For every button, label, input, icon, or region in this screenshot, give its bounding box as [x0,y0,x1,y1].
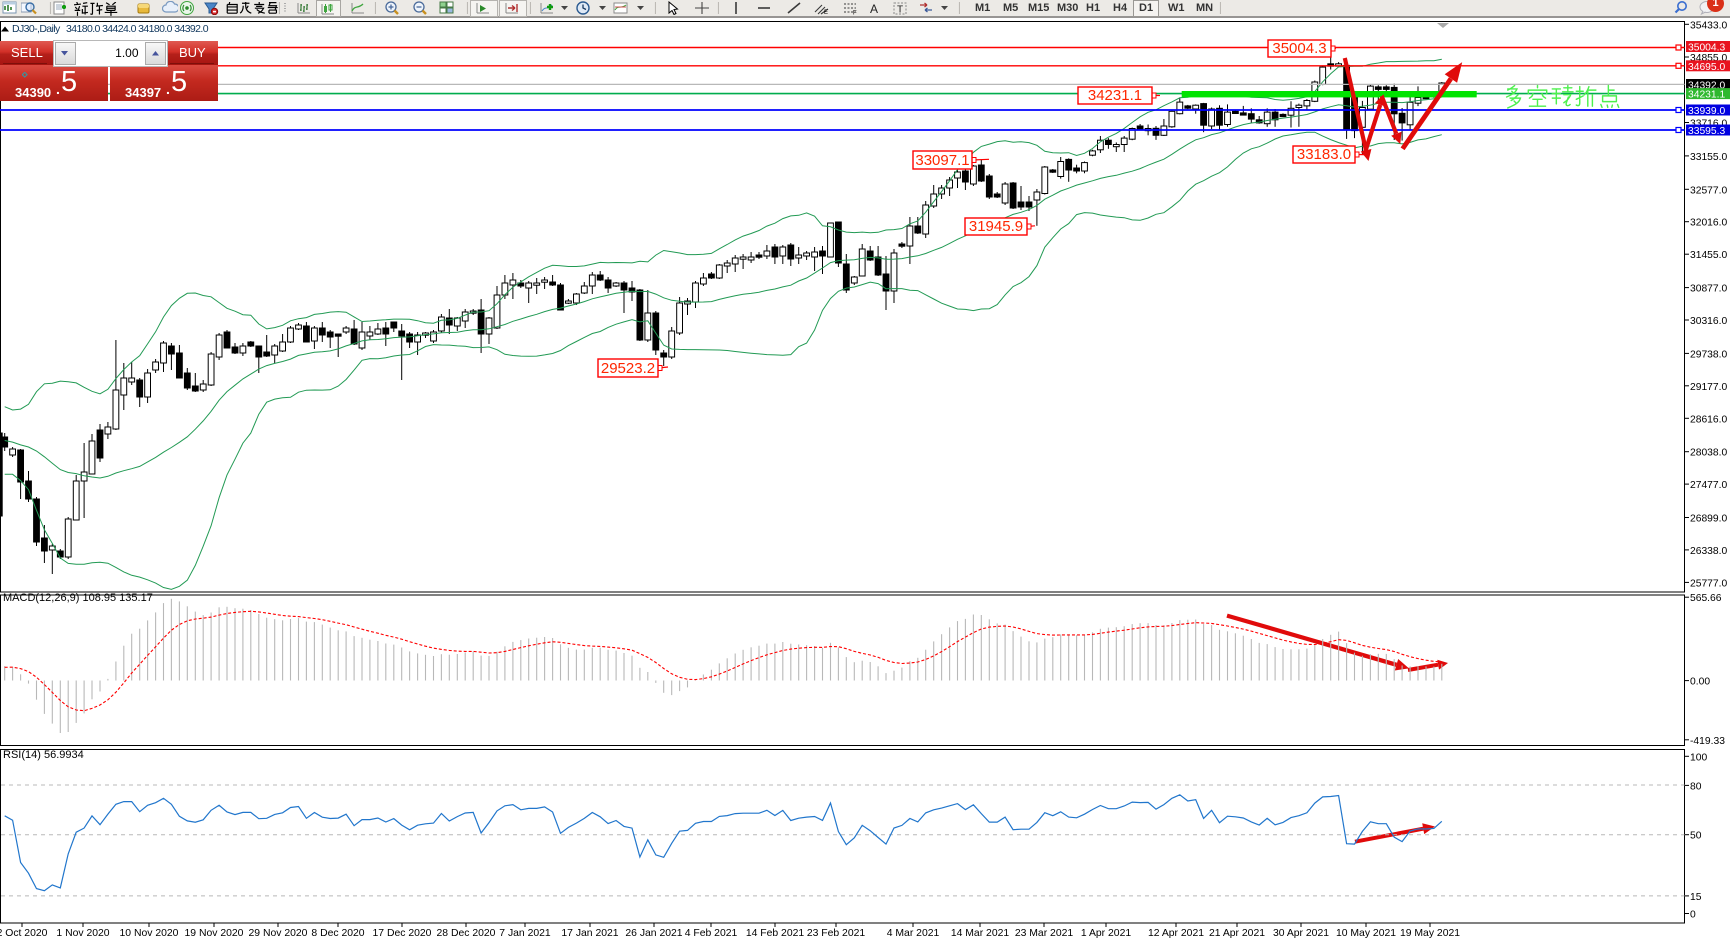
svg-text:31455.0: 31455.0 [1690,250,1727,261]
svg-text:29738.0: 29738.0 [1690,349,1727,360]
svg-text:28616.0: 28616.0 [1690,414,1727,425]
svg-text:30 Apr 2021: 30 Apr 2021 [1273,928,1329,939]
svg-text:28038.0: 28038.0 [1690,448,1727,459]
svg-text:35004.3: 35004.3 [1272,40,1326,57]
svg-text:33183.0: 33183.0 [1297,146,1351,163]
svg-text:29 Nov 2020: 29 Nov 2020 [249,928,308,939]
svg-text:33155.0: 33155.0 [1690,152,1727,163]
svg-text:34180.0 34424.0 34180.0 34392.: 34180.0 34424.0 34180.0 34392.0 [66,23,209,35]
svg-text:23 Feb 2021: 23 Feb 2021 [807,928,866,939]
svg-text:25777.0: 25777.0 [1690,578,1727,589]
svg-text:29177.0: 29177.0 [1690,382,1727,393]
svg-text:30316.0: 30316.0 [1690,316,1727,327]
svg-text:14 Feb 2021: 14 Feb 2021 [746,928,805,939]
svg-text:F: F [853,11,857,16]
svg-text:26899.0: 26899.0 [1690,514,1727,525]
svg-text:2 Oct 2020: 2 Oct 2020 [0,928,48,939]
svg-text:15: 15 [1690,892,1702,903]
svg-text:33939.0: 33939.0 [1688,106,1725,117]
svg-text:17 Jan 2021: 17 Jan 2021 [561,928,618,939]
svg-text:34695.0: 34695.0 [1688,62,1725,73]
svg-text:80: 80 [1690,781,1702,792]
svg-text:35004.3: 35004.3 [1688,43,1725,54]
svg-text:23 Mar 2021: 23 Mar 2021 [1015,928,1074,939]
svg-text:4 Feb 2021: 4 Feb 2021 [685,928,738,939]
svg-text:26 Jan 2021: 26 Jan 2021 [625,928,682,939]
svg-text:17 Dec 2020: 17 Dec 2020 [373,928,432,939]
svg-text:34855.0: 34855.0 [1690,53,1727,64]
svg-text:E: E [824,10,828,15]
svg-text:7 Jan 2021: 7 Jan 2021 [499,928,551,939]
svg-text:1 Nov 2020: 1 Nov 2020 [56,928,109,939]
svg-text:33716.0: 33716.0 [1690,119,1727,130]
svg-text:29523.2: 29523.2 [601,360,655,377]
svg-text:100: 100 [1690,752,1707,763]
svg-text:19 Nov 2020: 19 Nov 2020 [185,928,244,939]
svg-text:34231.1: 34231.1 [1688,90,1725,101]
svg-text:DJ30-,Daily: DJ30-,Daily [12,23,61,35]
svg-text:32016.0: 32016.0 [1690,218,1727,229]
svg-text:MACD(12,26,9) 108.95 135.17: MACD(12,26,9) 108.95 135.17 [3,592,153,604]
svg-text:26338.0: 26338.0 [1690,546,1727,557]
svg-text:4 Mar 2021: 4 Mar 2021 [887,928,940,939]
svg-text:-419.33: -419.33 [1690,736,1725,747]
svg-text:19 May 2021: 19 May 2021 [1400,928,1460,939]
svg-text:565.66: 565.66 [1690,593,1722,604]
svg-text:33097.1: 33097.1 [915,152,969,169]
svg-text:0: 0 [1690,910,1696,921]
svg-text:10 Nov 2020: 10 Nov 2020 [120,928,179,939]
svg-text:RSI(14) 56.9934: RSI(14) 56.9934 [3,749,84,761]
svg-text:1 Apr 2021: 1 Apr 2021 [1081,928,1131,939]
svg-text:0.00: 0.00 [1690,677,1710,688]
svg-text:50: 50 [1690,831,1702,842]
svg-text:33595.3: 33595.3 [1688,126,1725,137]
svg-text:30877.0: 30877.0 [1690,284,1727,295]
svg-text:21 Apr 2021: 21 Apr 2021 [1209,928,1265,939]
svg-text:8 Dec 2020: 8 Dec 2020 [311,928,364,939]
svg-text:32577.0: 32577.0 [1690,185,1727,196]
svg-text:A: A [870,2,878,15]
svg-text:28 Dec 2020: 28 Dec 2020 [437,928,496,939]
svg-text:35433.0: 35433.0 [1690,20,1727,31]
svg-text:12 Apr 2021: 12 Apr 2021 [1148,928,1204,939]
svg-text:T: T [897,5,903,16]
svg-text:10 May 2021: 10 May 2021 [1336,928,1396,939]
svg-text:34392.0: 34392.0 [1688,81,1725,92]
svg-text:31945.9: 31945.9 [969,218,1023,235]
svg-text:27477.0: 27477.0 [1690,480,1727,491]
svg-text:34231.1: 34231.1 [1088,87,1142,104]
svg-text:14 Mar 2021: 14 Mar 2021 [951,928,1010,939]
